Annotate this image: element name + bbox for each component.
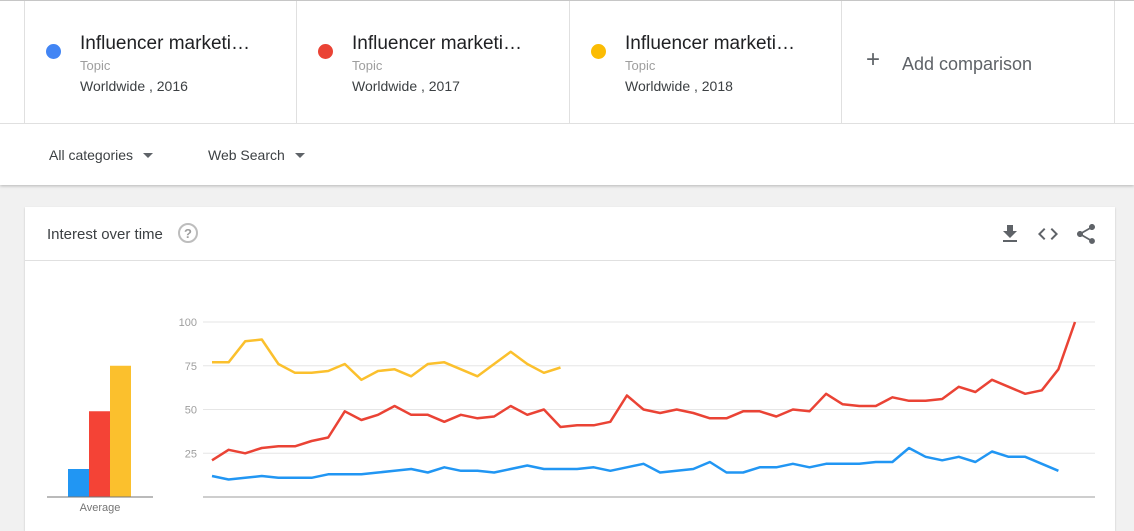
search-term-name[interactable]: Influencer marketi… — [625, 33, 796, 54]
dropdown-arrow-icon — [143, 152, 154, 158]
filter-bar: All categories Web Search — [0, 123, 1134, 186]
search-term-2[interactable]: Influencer marketi… Topic Worldwide , 20… — [297, 1, 570, 123]
category-value: All categories — [49, 147, 134, 163]
search-term-scope[interactable]: Worldwide , 2018 — [625, 78, 733, 94]
header-divider — [24, 1, 25, 123]
average-bar-chart: Average — [47, 365, 153, 514]
average-label: Average — [80, 502, 121, 514]
dropdown-arrow-icon — [294, 152, 305, 158]
plus-icon: + — [866, 46, 881, 73]
search-type-value: Web Search — [208, 147, 285, 163]
chart-series — [211, 321, 1077, 481]
average-bar-3[interactable] — [110, 365, 131, 497]
add-comparison-button[interactable]: + Add comparison — [842, 1, 1115, 123]
search-term-3[interactable]: Influencer marketi… Topic Worldwide , 20… — [570, 1, 842, 123]
chart-grid: 25 50 75 100 — [179, 317, 1095, 498]
y-tick-label: 50 — [185, 405, 197, 417]
average-bar-1[interactable] — [68, 469, 89, 497]
card-header: Interest over time ? — [25, 207, 1115, 261]
download-icon[interactable] — [998, 222, 1022, 246]
search-type-dropdown[interactable]: Web Search — [208, 147, 305, 163]
search-term-type: Topic — [352, 58, 383, 73]
y-tick-label: 75 — [185, 361, 197, 373]
series-line-3[interactable] — [212, 338, 561, 382]
share-icon[interactable] — [1074, 222, 1098, 246]
interest-chart: Average 25 50 75 100 — [47, 317, 1095, 514]
series-color-dot — [318, 44, 333, 59]
search-term-type: Topic — [80, 58, 111, 73]
series-line-2[interactable] — [211, 321, 1077, 462]
search-term-scope[interactable]: Worldwide , 2016 — [80, 78, 188, 94]
series-line-1[interactable] — [211, 446, 1059, 481]
y-tick-label: 100 — [179, 317, 197, 329]
compare-header: Influencer marketi… Topic Worldwide , 20… — [0, 0, 1134, 185]
add-comparison-label: Add comparison — [902, 54, 1033, 74]
average-bar-2[interactable] — [89, 411, 110, 497]
card-title: Interest over time — [47, 226, 163, 243]
search-term-name[interactable]: Influencer marketi… — [80, 33, 251, 54]
category-dropdown[interactable]: All categories — [49, 147, 154, 163]
search-term-type: Topic — [625, 58, 656, 73]
search-term-1[interactable]: Influencer marketi… Topic Worldwide , 20… — [25, 1, 297, 123]
search-term-scope[interactable]: Worldwide , 2017 — [352, 78, 460, 94]
series-color-dot — [591, 44, 606, 59]
help-icon[interactable]: ? — [178, 223, 198, 243]
y-tick-label: 25 — [185, 448, 197, 460]
embed-code-icon[interactable] — [1036, 222, 1060, 246]
series-color-dot — [46, 44, 61, 59]
interest-over-time-card: Interest over time ? Average 25 50 75 100 — [25, 207, 1115, 531]
search-term-name[interactable]: Influencer marketi… — [352, 33, 523, 54]
